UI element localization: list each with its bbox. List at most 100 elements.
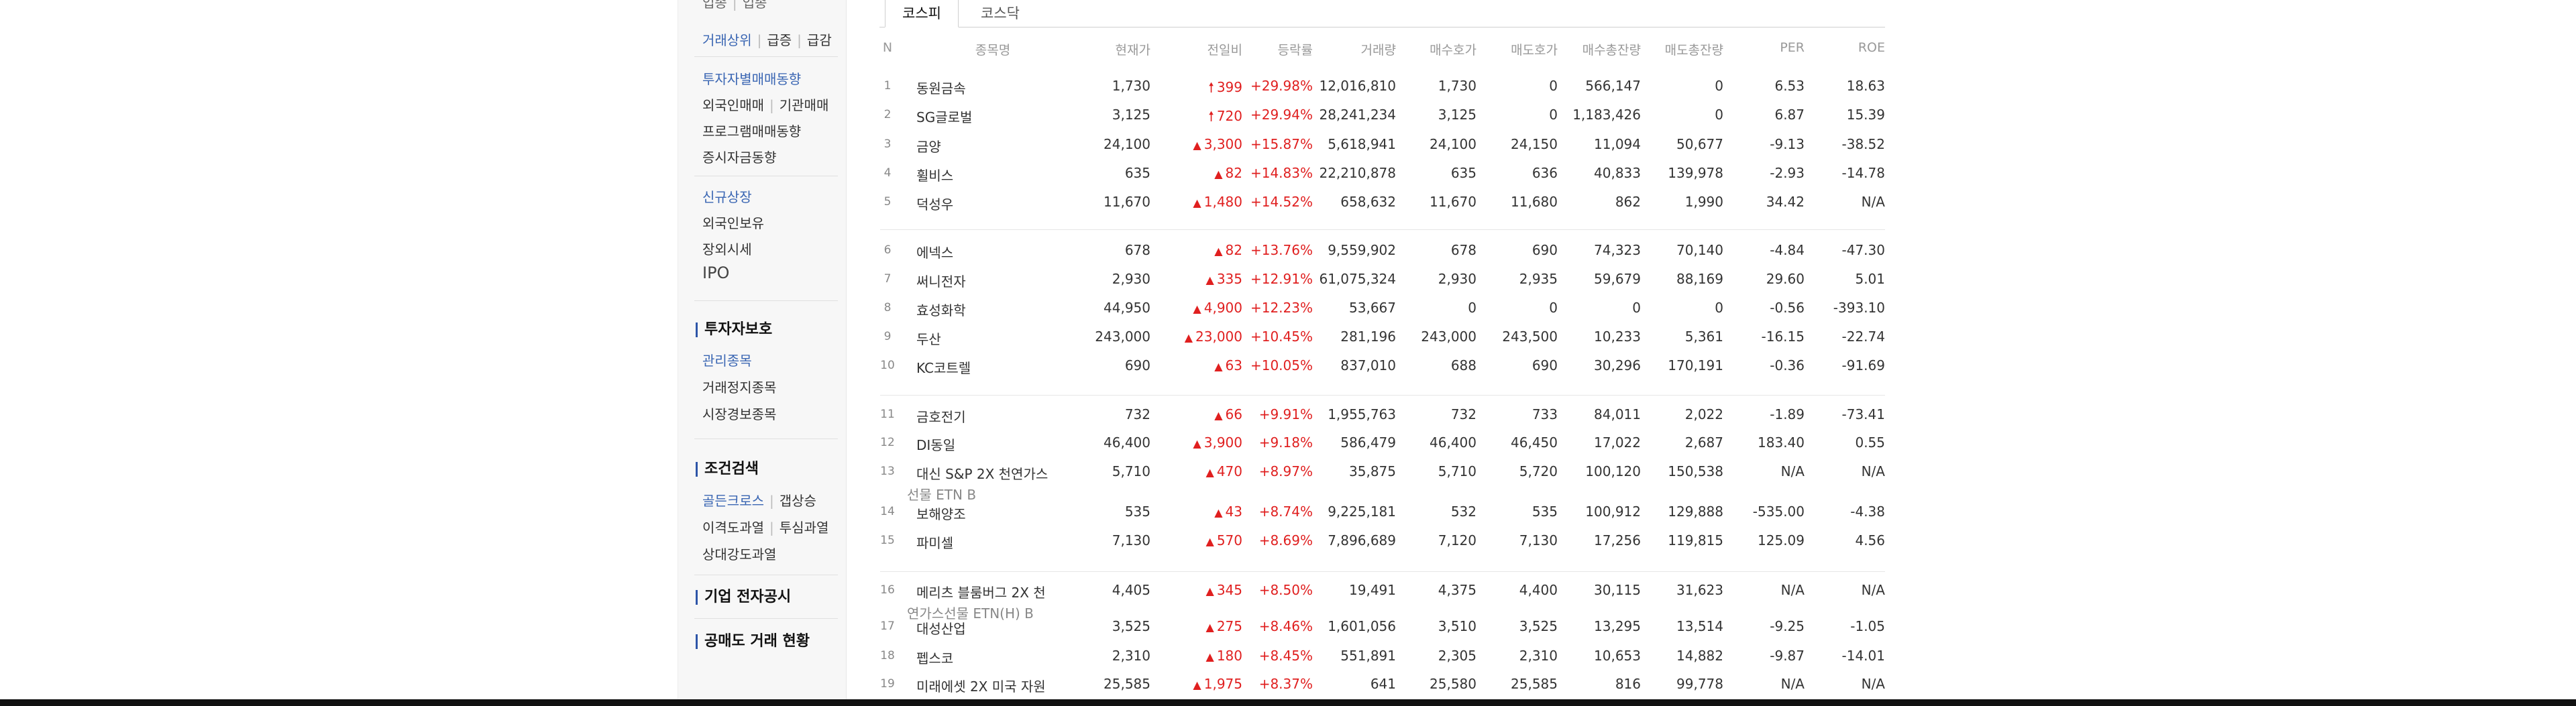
cell-name[interactable]: 덕성우 <box>916 196 954 213</box>
change-value: 1,975 <box>1203 676 1242 692</box>
cell-ask-total: 70,140 <box>1676 242 1723 258</box>
change-value: 43 <box>1225 504 1242 520</box>
change-value: 1,480 <box>1203 194 1242 210</box>
cell-bid: 635 <box>1450 165 1477 181</box>
sidebar-item-gap-up[interactable]: 갭상승 <box>779 493 816 509</box>
cell-name[interactable]: 휠비스 <box>916 168 954 184</box>
cell-name[interactable]: 미래에셋 2X 미국 자원 <box>916 679 1046 695</box>
cell-change: 🠕 399 <box>1155 78 1242 101</box>
sidebar-item-investor-trading[interactable]: 투자자별매매동향 <box>702 71 802 87</box>
sidebar-item-market-warning[interactable]: 시장경보종목 <box>702 406 777 422</box>
column-header-n[interactable]: N <box>882 40 893 55</box>
cell-bid: 2,930 <box>1438 271 1477 287</box>
up-triangle-icon: ▲ <box>1193 196 1201 209</box>
cell-bid: 24,100 <box>1430 136 1477 152</box>
tab-kospi[interactable]: 코스피 <box>885 0 959 27</box>
sidebar-partial-left[interactable]: 업종 <box>702 0 727 11</box>
cell-price: 690 <box>1124 357 1150 373</box>
sidebar-heading-disclosure[interactable]: 기업 전자공시 <box>696 590 791 605</box>
cell-name[interactable]: 대성산업 <box>916 621 966 637</box>
cell-ask: 2,935 <box>1519 271 1558 287</box>
column-header-ask[interactable]: 매도호가 <box>1511 43 1558 58</box>
sidebar-item-relative-strength[interactable]: 상대강도과열 <box>702 546 777 563</box>
sidebar-heading-condition-search[interactable]: 조건검색 <box>696 462 759 477</box>
cell-per: 29.60 <box>1766 271 1805 287</box>
cell-n: 9 <box>883 330 892 343</box>
cell-bid-total: 30,296 <box>1594 357 1641 373</box>
change-value: 3,900 <box>1203 434 1242 451</box>
cell-n: 1 <box>883 79 892 93</box>
cell-name[interactable]: 메리츠 블룸버그 2X 천 <box>916 585 1046 601</box>
cell-price: 4,405 <box>1112 582 1150 598</box>
cell-rate: +14.52% <box>1250 194 1313 210</box>
column-header-price[interactable]: 현재가 <box>1115 43 1150 58</box>
cell-name[interactable]: 동원금속 <box>916 80 966 97</box>
cell-bid-total: 30,115 <box>1594 582 1641 598</box>
cell-name[interactable]: 써니전자 <box>916 274 966 290</box>
cell-name[interactable]: 효성화학 <box>916 302 966 318</box>
cell-bid: 3,125 <box>1438 107 1477 123</box>
sidebar-item-program-trading[interactable]: 프로그램매매동향 <box>702 123 802 139</box>
column-header-bid[interactable]: 매수호가 <box>1430 43 1477 58</box>
sidebar-item-managed-stocks[interactable]: 관리종목 <box>702 353 752 369</box>
cell-name[interactable]: 보해양조 <box>916 506 966 522</box>
cell-name[interactable]: 금양 <box>916 139 941 155</box>
sidebar-item-foreign-trading[interactable]: 외국인매매 <box>702 97 764 113</box>
cell-roe: N/A <box>1861 463 1885 479</box>
sidebar-golden-cross-row: 골든크로스 | 갭상승 <box>702 493 816 509</box>
cell-volume: 35,875 <box>1349 463 1396 479</box>
cell-ask: 24,150 <box>1511 136 1558 152</box>
sidebar-heading-short-selling[interactable]: 공매도 거래 현황 <box>696 634 810 649</box>
column-header-rate[interactable]: 등락률 <box>1277 43 1313 58</box>
cell-rate: +29.94% <box>1250 107 1313 123</box>
up-triangle-icon: ▲ <box>1214 360 1223 373</box>
column-header-roe[interactable]: ROE <box>1858 40 1885 55</box>
cell-name[interactable]: 펩스코 <box>916 650 954 666</box>
cell-rate: +14.83% <box>1250 165 1313 181</box>
column-header-ask-total[interactable]: 매도총잔량 <box>1664 43 1723 58</box>
tab-kosdaq[interactable]: 코스닥 <box>981 5 1020 21</box>
sidebar-item-disparity-overheat[interactable]: 이격도과열 <box>702 520 764 536</box>
cell-name-continued[interactable]: 연가스선물 ETN(H) B <box>907 605 1034 622</box>
column-header-name[interactable]: 종목명 <box>975 43 1011 58</box>
sidebar-item-deposit-trend[interactable]: 증시자금동향 <box>702 150 777 166</box>
sidebar-heading-investor-protection[interactable]: 투자자보호 <box>696 322 772 337</box>
cell-price: 1,730 <box>1112 78 1150 94</box>
cell-name[interactable]: 금호전기 <box>916 409 966 425</box>
sidebar-item-sentiment-overheat[interactable]: 투심과열 <box>779 520 829 536</box>
cell-name[interactable]: 파미셀 <box>916 535 954 551</box>
sidebar-item-foreign-holding[interactable]: 외국인보유 <box>702 215 764 231</box>
sidebar-item-new-listing[interactable]: 신규상장 <box>702 189 752 205</box>
cell-change: ▲ 82 <box>1155 165 1242 181</box>
sidebar-item-otc-price[interactable]: 장외시세 <box>702 241 752 257</box>
column-header-volume[interactable]: 거래량 <box>1360 43 1396 58</box>
cell-name[interactable]: 대신 S&P 2X 천연가스 <box>916 466 1049 482</box>
cell-bid: 4,375 <box>1438 582 1477 598</box>
cell-name[interactable]: KC코트렐 <box>916 360 971 376</box>
cell-name[interactable]: 에넥스 <box>916 245 954 261</box>
cell-bid: 2,305 <box>1438 648 1477 664</box>
cell-name[interactable]: SG글로벌 <box>916 109 973 125</box>
cell-name[interactable]: 두산 <box>916 331 941 347</box>
sidebar-partial-right[interactable]: 업종 <box>742 0 767 11</box>
column-header-per[interactable]: PER <box>1780 40 1805 55</box>
cell-roe: 5.01 <box>1855 271 1885 287</box>
cell-roe: -91.69 <box>1841 357 1885 373</box>
sidebar-item-volume-top[interactable]: 거래상위 <box>702 32 752 48</box>
cell-name[interactable]: DI동일 <box>916 437 956 453</box>
upper-limit-arrow-icon: 🠕 <box>1208 108 1214 124</box>
cell-bid: 532 <box>1450 504 1477 520</box>
sidebar-item-institution-trading[interactable]: 기관매매 <box>779 97 829 113</box>
sidebar-item-golden-cross[interactable]: 골든크로스 <box>702 493 764 509</box>
sidebar-item-ipo[interactable]: IPO <box>702 263 730 282</box>
sidebar-item-trading-halt[interactable]: 거래정지종목 <box>702 379 777 396</box>
column-header-bid-total[interactable]: 매수총잔량 <box>1582 43 1641 58</box>
cell-n: 8 <box>883 301 892 314</box>
up-triangle-icon: ▲ <box>1214 506 1223 519</box>
cell-name-continued[interactable]: 선물 ETN B <box>907 487 977 503</box>
column-header-change[interactable]: 전일비 <box>1207 43 1242 58</box>
cell-per: -0.36 <box>1770 357 1805 373</box>
sidebar-item-plunge[interactable]: 급감 <box>806 32 832 48</box>
cell-bid: 688 <box>1450 357 1477 373</box>
sidebar-item-surge[interactable]: 급증 <box>767 32 792 48</box>
